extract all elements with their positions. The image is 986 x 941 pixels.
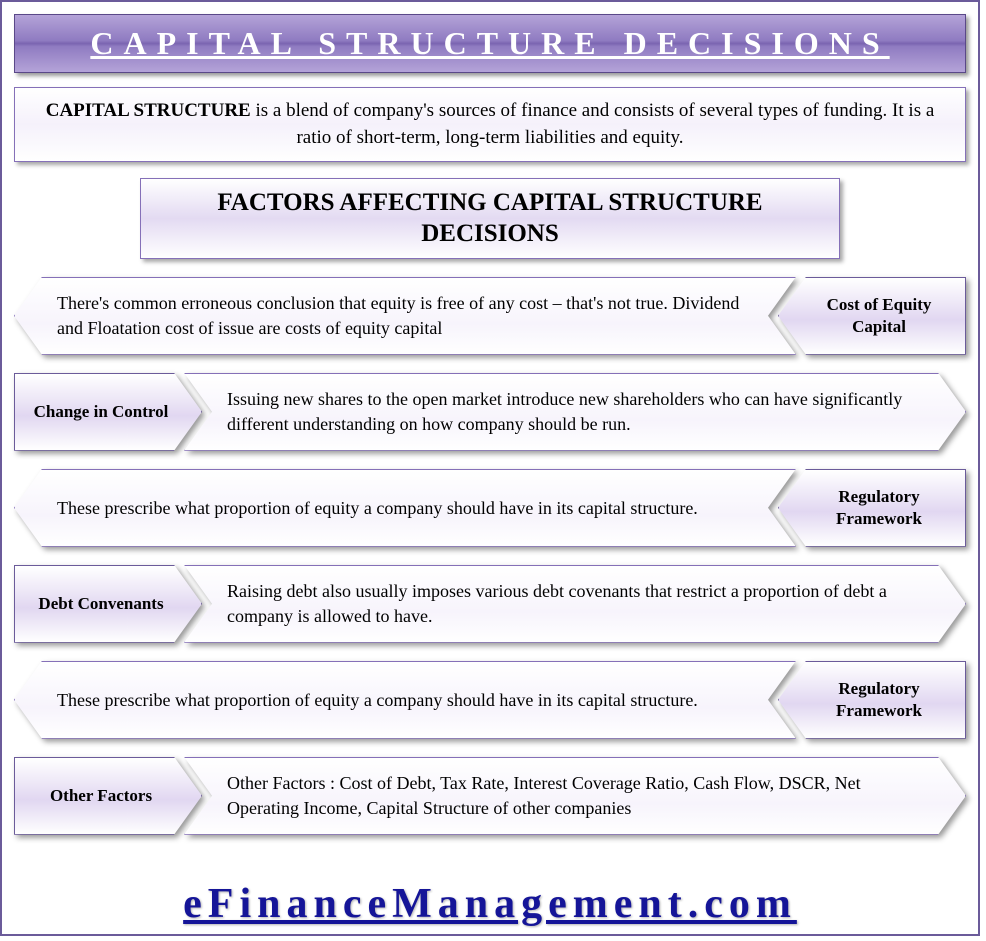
footer-link[interactable]: eFinanceManagement.com: [2, 880, 978, 928]
factor-label: Regulatory Framework: [778, 661, 966, 739]
factor-label: Change in Control: [14, 373, 202, 451]
factor-description: Issuing new shares to the open market in…: [184, 373, 966, 451]
factor-row: Debt ConvenantsRaising debt also usually…: [14, 565, 966, 643]
definition-bold: CAPITAL STRUCTURE: [46, 100, 251, 121]
subtitle-box: FACTORS AFFECTING CAPITAL STRUCTURE DECI…: [140, 178, 840, 259]
factor-label: Debt Convenants: [14, 565, 202, 643]
main-title: CAPITAL STRUCTURE DECISIONS: [35, 25, 945, 62]
factor-row: Other FactorsOther Factors : Cost of Deb…: [14, 757, 966, 835]
factor-description: These prescribe what proportion of equit…: [14, 469, 796, 547]
factor-description: There's common erroneous conclusion that…: [14, 277, 796, 355]
definition-text: is a blend of company's sources of finan…: [251, 100, 935, 148]
factor-description: Other Factors : Cost of Debt, Tax Rate, …: [184, 757, 966, 835]
factor-row: There's common erroneous conclusion that…: [14, 277, 966, 355]
factor-label: Cost of Equity Capital: [778, 277, 966, 355]
factor-label: Other Factors: [14, 757, 202, 835]
factor-row: These prescribe what proportion of equit…: [14, 661, 966, 739]
factor-row: Change in ControlIssuing new shares to t…: [14, 373, 966, 451]
factor-label: Regulatory Framework: [778, 469, 966, 547]
factor-rows: There's common erroneous conclusion that…: [14, 277, 966, 835]
factor-row: These prescribe what proportion of equit…: [14, 469, 966, 547]
factor-description: Raising debt also usually imposes variou…: [184, 565, 966, 643]
title-bar: CAPITAL STRUCTURE DECISIONS: [14, 14, 966, 73]
factor-description: These prescribe what proportion of equit…: [14, 661, 796, 739]
infographic-frame: CAPITAL STRUCTURE DECISIONS CAPITAL STRU…: [0, 0, 980, 936]
definition-box: CAPITAL STRUCTURE is a blend of company'…: [14, 87, 966, 162]
